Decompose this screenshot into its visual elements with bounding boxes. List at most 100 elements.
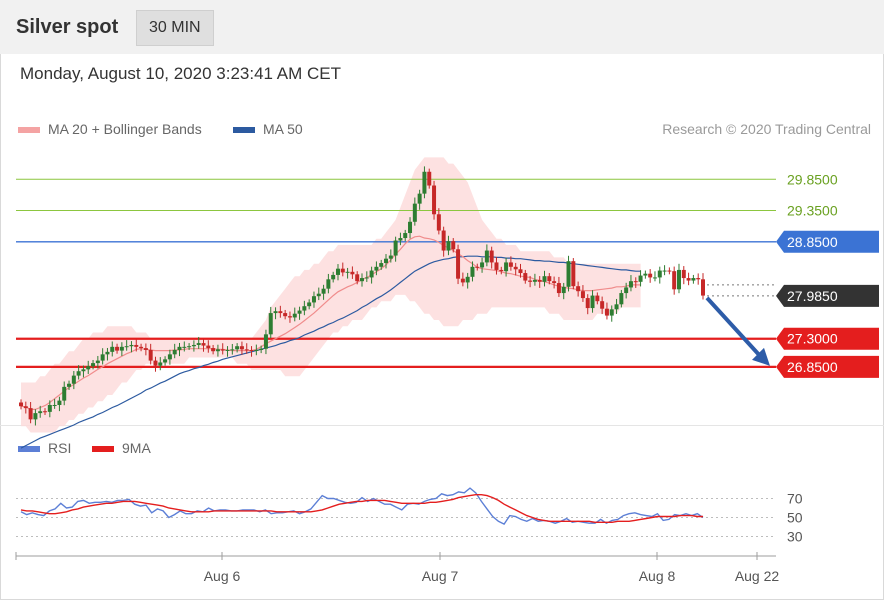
ma50-swatch — [233, 127, 255, 134]
candle-body — [590, 295, 595, 309]
candle-body — [163, 359, 168, 363]
forecast-arrow-head — [752, 347, 770, 366]
level-label-3: 28.8500 — [787, 234, 838, 250]
candle-body — [259, 348, 264, 350]
candle-body — [249, 349, 254, 351]
last-price-label: 27.9850 — [787, 288, 838, 304]
candle-body — [225, 349, 230, 351]
candle-body — [576, 286, 581, 292]
pane-separator — [0, 425, 884, 426]
candle-body — [297, 310, 302, 314]
time-axis-label-4: Aug 22 — [735, 568, 780, 584]
candle-body — [561, 286, 566, 294]
level-tag-4 — [776, 327, 879, 350]
candle-body — [499, 269, 504, 272]
candle-body — [143, 348, 148, 350]
rsi-tick-label-50: 50 — [787, 510, 803, 526]
candle-body — [153, 360, 158, 366]
candle-body — [33, 413, 38, 420]
candle-body — [542, 276, 547, 282]
candle-body — [38, 411, 43, 414]
candle-body — [532, 279, 537, 282]
candle-body — [436, 214, 441, 231]
candle-body — [360, 278, 364, 282]
candle-body — [148, 349, 153, 361]
candle-body — [28, 408, 33, 420]
candle-body — [321, 288, 326, 294]
rsi-tick-label-30: 30 — [787, 529, 803, 545]
candle-body — [518, 269, 523, 274]
candle-body — [81, 369, 86, 372]
candle-body — [580, 291, 585, 299]
candle-body — [331, 274, 336, 280]
candle-body — [552, 281, 557, 284]
candle-body — [676, 269, 681, 290]
candle-body — [134, 344, 139, 347]
header-bar: Silver spot 30 MIN — [0, 0, 884, 54]
candle-body — [657, 270, 662, 278]
candle-body — [595, 295, 600, 302]
candle-body — [119, 346, 124, 351]
candle-body — [408, 221, 413, 234]
candle-body — [71, 375, 76, 384]
last-price-tag — [776, 284, 879, 307]
candle-body — [23, 406, 28, 409]
ma20-line — [20, 235, 641, 410]
candle-body — [523, 273, 528, 281]
candle-body — [244, 349, 249, 351]
candle-body — [624, 287, 629, 294]
candle-body — [172, 349, 177, 355]
rsi-ma9-line — [20, 494, 703, 523]
candle-body — [441, 230, 446, 251]
forecast-arrow-shaft — [705, 296, 762, 358]
candle-body — [384, 258, 389, 264]
candle-body — [638, 275, 643, 282]
candle-body — [345, 271, 350, 273]
candle-body — [263, 334, 268, 349]
rsi-line — [20, 487, 704, 525]
candle-body — [43, 411, 48, 413]
legend-item-rsi: RSI — [18, 440, 71, 456]
candle-body — [268, 313, 273, 335]
candle-body — [182, 346, 187, 348]
candle-body — [110, 346, 115, 352]
candle-body — [609, 309, 614, 316]
candle-body — [508, 262, 513, 267]
candle-body — [398, 238, 403, 241]
legend-item-9ma: 9MA — [92, 440, 151, 456]
candle-body — [364, 277, 369, 279]
candle-body — [201, 343, 206, 346]
candle-body — [76, 371, 81, 376]
candle-body — [100, 354, 105, 361]
legend-label-9ma: 9MA — [122, 440, 151, 456]
candle-body — [643, 273, 648, 276]
candle-body — [475, 266, 480, 268]
candle-body — [187, 346, 192, 348]
candle-body — [504, 262, 509, 272]
candle-body — [220, 349, 225, 351]
candle-body — [446, 241, 451, 251]
candle-body — [167, 354, 172, 360]
candle-body — [86, 366, 91, 370]
candle-body — [528, 280, 533, 282]
candle-body — [335, 268, 340, 275]
candle-body — [417, 193, 422, 204]
candle-body — [206, 345, 211, 349]
candle-body — [393, 240, 398, 256]
legend-label-ma50: MA 50 — [263, 121, 303, 137]
candle-body — [427, 171, 432, 186]
candle-body — [585, 298, 590, 309]
interval-selector[interactable]: 30 MIN — [136, 10, 214, 46]
candle-body — [105, 351, 110, 355]
candle-body — [19, 402, 23, 407]
candle-body — [287, 316, 292, 318]
candle-body — [480, 262, 485, 268]
candle-body — [254, 349, 259, 351]
candle-body — [340, 268, 345, 273]
candle-body — [604, 308, 609, 316]
candle-body — [465, 276, 470, 283]
candle-body — [614, 304, 619, 310]
candle-body — [489, 250, 494, 263]
candle-body — [470, 266, 475, 277]
candle-body — [369, 270, 374, 278]
